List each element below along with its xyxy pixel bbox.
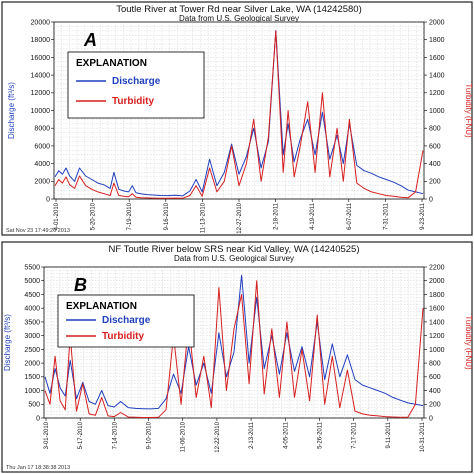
y2-tick-label: 0 — [429, 196, 433, 203]
x-tick-label: 4-05-2011 — [283, 421, 289, 449]
y-tick-label: 14000 — [31, 73, 51, 80]
y-tick-label: 12000 — [31, 90, 51, 97]
x-tick-label: 7-17-2011 — [352, 421, 358, 449]
x-tick-label: 5-17-2010 — [78, 421, 84, 449]
x-tick-label: 5-26-2011 — [317, 421, 323, 449]
legend-box — [67, 51, 205, 119]
x-tick-label: 9-11-2011 — [386, 421, 392, 448]
y2-tick-label: 1800 — [429, 292, 445, 299]
y2-tick-label: 1200 — [429, 90, 445, 97]
x-tick-label: 7-14-2010 — [112, 421, 118, 449]
timestamp-footer: Thu Jan 17 18:38:38 2013 — [6, 465, 70, 471]
x-tick-label: 6-07-2011 — [347, 202, 353, 230]
x-tick-label: 9-23-2011 — [420, 202, 426, 230]
x-tick-label: 9-10-2010 — [147, 421, 153, 449]
y2-tick-label: 600 — [429, 143, 441, 150]
x-tick-label: 7-31-2011 — [383, 202, 389, 230]
chart-subtitle: Data from U.S. Geological Survey — [179, 14, 299, 23]
y2-tick-label: 400 — [429, 388, 441, 395]
y-tick-label: 18000 — [31, 37, 51, 44]
x-tick-label: 10-31-2011 — [420, 421, 426, 452]
y-tick-label: 6000 — [34, 143, 50, 150]
series-line-turbidity — [44, 280, 424, 418]
y-tick-label: 5000 — [24, 278, 40, 285]
y2-tick-label: 800 — [429, 360, 441, 367]
x-tick-label: 5-20-2010 — [91, 202, 97, 230]
legend: EXPLANATION Discharge Turbidity — [67, 51, 205, 119]
y2-tick-label: 2000 — [429, 19, 445, 26]
chart-panel-b: NF Toutle River below SRS near Kid Valle… — [1, 241, 473, 473]
y2-tick-label: 1000 — [429, 347, 445, 354]
y-tick-label: 20000 — [31, 19, 51, 26]
y-tick-label: 5500 — [24, 264, 40, 271]
panel-label: A — [83, 30, 97, 50]
y-tick-label: 500 — [28, 402, 40, 409]
x-tick-label: 2-13-2011 — [249, 421, 255, 449]
y2-tick-label: 1200 — [429, 333, 445, 340]
y2-tick-label: 1400 — [429, 319, 445, 326]
y-tick-label: 1500 — [24, 374, 40, 381]
y-tick-label: 16000 — [31, 55, 51, 62]
legend-entry-turbidity: Turbidity — [102, 331, 144, 342]
y-tick-label: 0 — [36, 415, 40, 422]
chart-panel-a: Toutle River at Tower Rd near Silver Lak… — [1, 1, 473, 236]
y-tick-label: 2500 — [24, 347, 40, 354]
x-tick-label: 11-13-2010 — [200, 202, 206, 233]
x-tick-label: 9-16-2010 — [164, 202, 170, 230]
y2-tick-label: 400 — [429, 161, 441, 168]
y2-axis-label: Turbidity (FNU) — [464, 315, 473, 370]
x-tick-label: 4-19-2011 — [310, 202, 316, 230]
x-tick-label: 3-01-2010 — [44, 421, 50, 449]
y2-tick-label: 1600 — [429, 55, 445, 62]
legend-entry-discharge: Discharge — [112, 76, 161, 87]
y-tick-label: 10000 — [31, 108, 51, 115]
y2-tick-label: 200 — [429, 179, 441, 186]
x-tick-label: 12-27-2010 — [237, 202, 243, 233]
x-tick-label: 4-01-2010 — [54, 202, 60, 230]
y-axis-label: Discharge (ft³/s) — [3, 314, 12, 371]
y2-axis-label: Turbidity (FNU) — [464, 83, 473, 138]
y-axis-label: Discharge (ft³/s) — [7, 82, 16, 139]
y2-tick-label: 1600 — [429, 306, 445, 313]
y2-tick-label: 1000 — [429, 108, 445, 115]
y2-tick-label: 600 — [429, 374, 441, 381]
y-tick-label: 4500 — [24, 292, 40, 299]
y-tick-label: 4000 — [24, 306, 40, 313]
x-tick-label: 11-06-2010 — [181, 421, 187, 452]
legend: EXPLANATION Discharge Turbidity — [57, 294, 195, 348]
y-tick-label: 3500 — [24, 319, 40, 326]
x-tick-label: 2-18-2011 — [274, 202, 280, 230]
y2-tick-label: 800 — [429, 126, 441, 133]
legend-title: EXPLANATION — [76, 58, 147, 69]
y-tick-label: 4000 — [34, 161, 50, 168]
panel-label: B — [74, 275, 87, 295]
chart-subtitle: Data from U.S. Geological Survey — [174, 254, 294, 263]
y2-tick-label: 1800 — [429, 37, 445, 44]
y-tick-label: 8000 — [34, 126, 50, 133]
legend-entry-turbidity: Turbidity — [112, 96, 154, 107]
x-tick-label: 7-19-2010 — [127, 202, 133, 230]
y-tick-label: 2000 — [24, 360, 40, 367]
timestamp-footer: Sat Nov 23 17:49:26 2013 — [6, 228, 70, 234]
chart-title: Toutle River at Tower Rd near Silver Lak… — [116, 4, 362, 15]
legend-box — [57, 294, 195, 348]
y2-tick-label: 0 — [429, 415, 433, 422]
y-tick-label: 1000 — [24, 388, 40, 395]
y-tick-label: 0 — [46, 196, 50, 203]
series-line-turbidity — [54, 30, 424, 199]
chart-title: NF Toutle River below SRS near Kid Valle… — [109, 244, 360, 255]
y2-tick-label: 200 — [429, 402, 441, 409]
y-tick-label: 2000 — [34, 179, 50, 186]
legend-title: EXPLANATION — [66, 301, 137, 312]
x-tick-label: 12-22-2010 — [215, 421, 221, 452]
legend-entry-discharge: Discharge — [102, 315, 151, 326]
y2-tick-label: 2200 — [429, 264, 445, 271]
series-line-discharge — [44, 274, 424, 410]
y-tick-label: 3000 — [24, 333, 40, 340]
y2-tick-label: 2000 — [429, 278, 445, 285]
y2-tick-label: 1400 — [429, 73, 445, 80]
